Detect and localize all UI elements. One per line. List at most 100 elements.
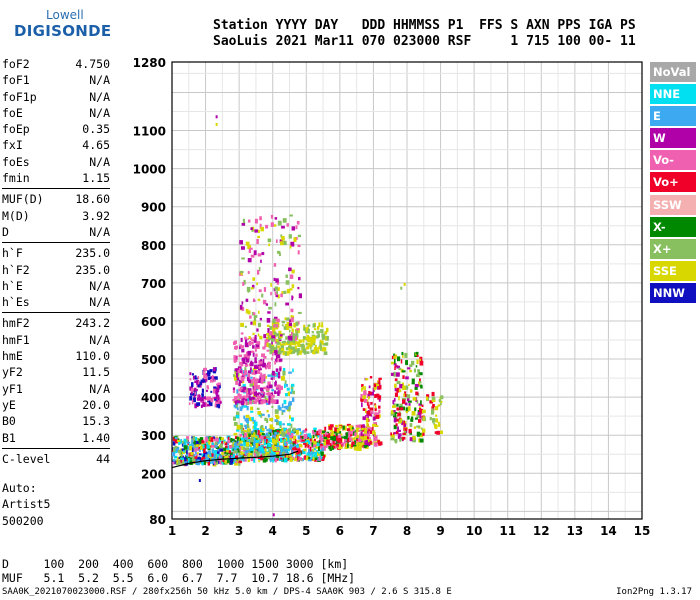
echo-point [240, 451, 243, 456]
echo-point [249, 382, 254, 387]
echo-point [307, 433, 311, 438]
echo-point [221, 441, 224, 446]
echo-point [189, 444, 193, 447]
echo-point [212, 367, 216, 372]
echo-point [250, 410, 254, 413]
echo-point [207, 372, 211, 377]
echo-point [210, 455, 214, 459]
echo-point [247, 428, 250, 432]
plot-frame [171, 61, 643, 520]
echo-point [187, 441, 191, 444]
echo-point [233, 421, 238, 426]
echo-point [262, 359, 265, 364]
echo-point [292, 447, 295, 452]
echo-point [340, 446, 343, 449]
echo-point [277, 375, 281, 379]
echo-point [240, 370, 242, 373]
echo-point [373, 383, 377, 388]
echo-point [298, 457, 303, 461]
echo-point [226, 452, 230, 456]
echo-point [416, 425, 421, 428]
echo-point [215, 437, 219, 442]
echo-point [328, 445, 332, 450]
echo-point [280, 347, 285, 352]
echo-point [247, 271, 250, 274]
echo-point [264, 364, 268, 370]
param-value: 3.92 [82, 208, 110, 223]
echo-point [288, 371, 292, 374]
echo-point [367, 404, 370, 409]
echo-point [275, 344, 278, 349]
echo-point [339, 434, 342, 439]
echo-point [271, 337, 275, 342]
echo-point [374, 432, 376, 437]
echo-point [264, 339, 269, 345]
echo-point [269, 457, 272, 463]
echo-point [254, 378, 259, 383]
echo-point [270, 222, 274, 227]
echo-point [291, 450, 294, 455]
echo-point [395, 418, 399, 422]
echo-point [377, 380, 380, 384]
echo-point [233, 346, 237, 350]
echo-point [320, 451, 324, 455]
echo-point [209, 402, 211, 406]
echo-point [200, 440, 205, 444]
echo-point [217, 460, 221, 465]
echo-point [408, 400, 412, 403]
echo-point [267, 381, 271, 386]
echo-point [395, 423, 398, 427]
echo-point [200, 397, 204, 402]
echo-point [253, 317, 257, 322]
echo-point [368, 429, 373, 434]
echo-point [284, 351, 287, 356]
echo-point [283, 290, 287, 294]
echo-point [392, 410, 396, 415]
echo-point [394, 354, 398, 358]
echo-point [288, 336, 293, 341]
echo-point [281, 291, 284, 295]
echo-point [266, 409, 269, 413]
echo-point [197, 376, 200, 380]
echo-point [261, 427, 265, 431]
echo-point [291, 269, 295, 274]
echo-point [273, 263, 277, 267]
echo-point [260, 391, 264, 394]
x-tick-label: 8 [403, 524, 411, 538]
echo-point [235, 375, 237, 381]
echo-point [440, 430, 444, 434]
echo-point [284, 317, 287, 321]
echo-point [282, 444, 285, 448]
echo-point [254, 381, 258, 387]
echo-point [269, 417, 273, 422]
echo-point [194, 447, 198, 452]
legend-item: Vo+ [650, 172, 696, 193]
echo-point [267, 442, 272, 447]
echo-point [233, 447, 237, 450]
echo-point [283, 326, 287, 330]
param-row: foEs N/A [2, 154, 110, 170]
echo-point [249, 447, 254, 452]
echo-point [367, 394, 371, 397]
echo-point [289, 453, 292, 457]
echo-point [234, 368, 237, 371]
echo-point [283, 427, 288, 432]
echo-point [268, 437, 272, 442]
echo-point [336, 428, 340, 433]
echo-point [313, 328, 317, 331]
echo-point [395, 372, 400, 377]
echo-point [401, 382, 405, 388]
distance-row: D 100 200 400 600 800 1000 1500 3000 [km… [2, 557, 349, 571]
echo-point [414, 386, 418, 390]
echo-point [393, 412, 397, 418]
param-value: 243.2 [75, 316, 110, 331]
echo-point [227, 453, 230, 457]
echo-point [275, 278, 279, 282]
echo-point [393, 424, 397, 430]
echo-point [348, 425, 353, 428]
echo-point [279, 430, 282, 435]
echo-point [335, 424, 338, 428]
param-value: 235.0 [75, 246, 110, 261]
echo-point [278, 388, 281, 392]
echo-point [261, 353, 266, 358]
